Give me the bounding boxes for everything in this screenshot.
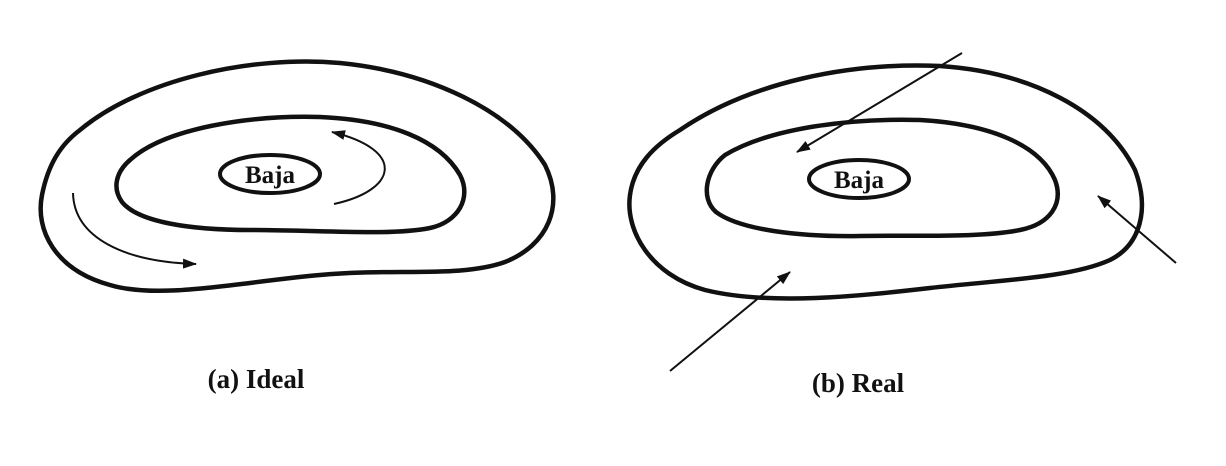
inflow-arrow-bottom (669, 271, 791, 372)
inner-isobar (704, 117, 1060, 239)
circulation-arrow-right (331, 130, 386, 205)
low-pressure-center (807, 158, 911, 200)
outer-isobar (38, 59, 556, 294)
center-label: Baja (245, 162, 296, 189)
panel-real: Baja (b) Real (627, 52, 1177, 398)
caption-real: (b) Real (812, 368, 905, 398)
circulation-arrow-left (72, 192, 197, 269)
low-pressure-center (218, 153, 322, 195)
inflow-arrow-top (796, 52, 963, 153)
caption-ideal: (a) Ideal (208, 364, 305, 394)
inflow-arrow-right (1097, 195, 1177, 264)
center-label: Baja (834, 167, 885, 194)
inner-isobar (114, 114, 467, 235)
panel-ideal: Baja (a) Ideal (38, 59, 556, 394)
